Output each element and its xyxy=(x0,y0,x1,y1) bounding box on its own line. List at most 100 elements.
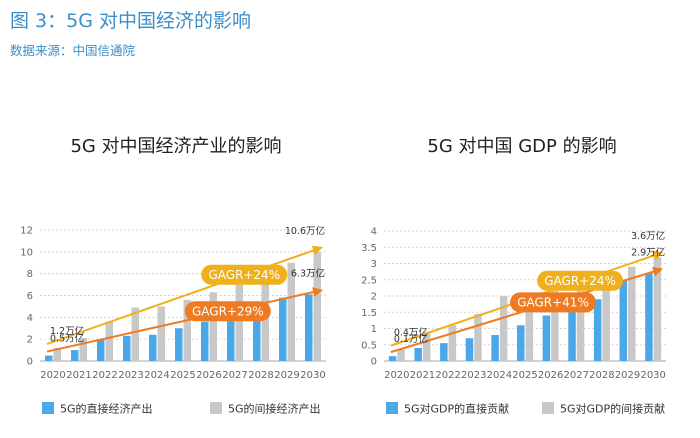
x-tick-label: 2030 xyxy=(300,370,325,381)
x-tick-label: 2029 xyxy=(274,370,299,381)
bar-direct xyxy=(542,315,551,361)
x-tick-label: 2025 xyxy=(170,370,195,381)
y-tick-label: 1 xyxy=(371,324,377,335)
growth-badge-label: GAGR+24% xyxy=(544,274,616,288)
bar-direct xyxy=(465,338,474,361)
x-tick-label: 2027 xyxy=(564,370,589,381)
bar-direct xyxy=(253,303,261,361)
bar-direct xyxy=(71,350,79,361)
bar-indirect xyxy=(653,257,662,361)
bar-direct xyxy=(593,299,602,361)
x-tick-label: 2029 xyxy=(615,370,640,381)
bar-indirect xyxy=(448,325,457,361)
bar-indirect xyxy=(551,286,559,361)
y-tick-label: 3.5 xyxy=(361,243,377,254)
bar-indirect xyxy=(576,279,585,361)
bar-indirect xyxy=(397,349,405,361)
bar-indirect xyxy=(53,347,61,361)
y-tick-label: 2 xyxy=(371,292,377,303)
value-annotation: 3.6万亿 xyxy=(631,230,665,242)
bar-indirect xyxy=(602,273,610,361)
bar-direct xyxy=(414,348,422,361)
y-tick-label: 3 xyxy=(371,259,377,270)
bar-indirect xyxy=(157,306,165,361)
x-tick-label: 2021 xyxy=(410,370,435,381)
legend-swatch-indirect xyxy=(542,402,554,414)
bar-direct xyxy=(568,302,576,361)
value-annotation: 10.6万亿 xyxy=(285,225,325,237)
y-tick-label: 0 xyxy=(371,357,377,368)
x-tick-label: 2023 xyxy=(461,370,486,381)
x-tick-label: 2024 xyxy=(487,370,512,381)
x-tick-label: 2030 xyxy=(640,370,665,381)
bar-direct xyxy=(175,328,183,361)
growth-badge xyxy=(201,264,288,285)
x-tick-label: 2027 xyxy=(222,370,247,381)
bar-direct xyxy=(227,307,235,361)
y-tick-label: 2.5 xyxy=(361,275,377,286)
bar-direct xyxy=(645,273,653,361)
figure-title: 图 3：5G 对中国经济的影响 xyxy=(10,10,251,32)
bar-direct xyxy=(45,355,53,361)
x-tick-label: 2023 xyxy=(118,370,143,381)
x-tick-label: 2024 xyxy=(144,370,169,381)
trend-arrow-direct xyxy=(46,287,323,353)
x-tick-label: 2026 xyxy=(196,370,221,381)
bar-direct xyxy=(619,279,628,361)
legend-swatch-indirect xyxy=(210,402,222,414)
legend-label-indirect: 5G对GDP的间接贡献 xyxy=(560,402,665,416)
value-annotation: 0.1万亿 xyxy=(394,333,428,345)
bar-indirect xyxy=(79,338,87,361)
y-tick-label: 4 xyxy=(371,227,377,238)
legend-swatch-direct xyxy=(386,402,398,414)
y-tick-label: 1.5 xyxy=(361,308,377,319)
legend-label-indirect: 5G的间接经济产出 xyxy=(228,402,321,416)
value-annotation: 0.4万亿 xyxy=(394,327,428,339)
legend-swatch-direct xyxy=(42,402,54,414)
bar-indirect xyxy=(628,266,636,361)
chart-title: 5G 对中国 GDP 的影响 xyxy=(427,136,616,157)
x-tick-label: 2020 xyxy=(40,370,65,381)
growth-badge-label: GAGR+29% xyxy=(192,304,264,318)
x-tick-label: 2021 xyxy=(66,370,91,381)
value-annotation: 0.5万亿 xyxy=(50,333,84,345)
growth-badge xyxy=(510,292,597,313)
bar-indirect xyxy=(131,307,139,361)
figure-source: 数据来源：中国信通院 xyxy=(10,43,136,58)
bar-direct xyxy=(279,297,287,361)
bar-indirect xyxy=(525,296,533,361)
bar-direct xyxy=(149,334,157,361)
growth-badge-label: GAGR+24% xyxy=(208,268,280,282)
bar-direct xyxy=(491,335,499,361)
x-tick-label: 2028 xyxy=(589,370,614,381)
x-tick-label: 2028 xyxy=(248,370,273,381)
bar-indirect xyxy=(105,321,113,361)
x-tick-label: 2022 xyxy=(435,370,460,381)
bar-indirect xyxy=(235,284,243,361)
bar-indirect xyxy=(209,292,217,361)
y-tick-label: 6 xyxy=(27,291,33,302)
bar-direct xyxy=(440,343,448,361)
bar-direct xyxy=(305,294,313,361)
bar-indirect xyxy=(287,262,295,361)
growth-badge-label: GAGR+41% xyxy=(517,296,589,310)
y-tick-label: 0 xyxy=(27,357,33,368)
growth-badge xyxy=(184,301,271,322)
y-tick-label: 4 xyxy=(27,313,33,324)
y-tick-label: 0.5 xyxy=(361,340,377,351)
y-tick-label: 2 xyxy=(27,335,33,346)
bar-direct xyxy=(123,335,131,361)
legend-label-direct: 5G对GDP的直接贡献 xyxy=(404,402,509,416)
x-tick-label: 2022 xyxy=(92,370,117,381)
bar-direct xyxy=(201,321,209,361)
bar-indirect xyxy=(499,296,508,361)
bar-indirect xyxy=(422,331,431,361)
value-annotation: 2.9万亿 xyxy=(631,246,665,258)
bar-direct xyxy=(97,339,105,361)
y-tick-label: 10 xyxy=(20,247,33,258)
value-annotation: 1.2万亿 xyxy=(50,325,84,337)
bar-indirect xyxy=(474,313,482,361)
x-tick-label: 2020 xyxy=(384,370,409,381)
